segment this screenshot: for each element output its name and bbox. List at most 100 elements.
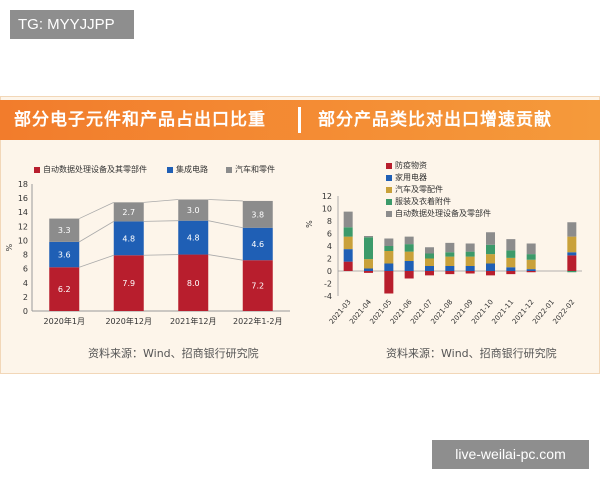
right-chart-title: 部分产品类比对出口增速贡献 xyxy=(318,110,552,130)
right-bar-segment xyxy=(526,254,536,260)
right-bar-segment xyxy=(567,255,577,271)
left-y-tick-label: 2 xyxy=(23,293,28,302)
left-chart: 0 2 4 6 8 10 12 14 16 18% 6.2 3.6 3.3 2020年1月 7.9 4.8 2.… xyxy=(5,180,290,326)
right-bar-segment xyxy=(567,252,577,256)
left-bar-segment xyxy=(242,260,273,311)
right-bar-segment xyxy=(343,236,353,250)
right-bar-segment xyxy=(384,246,394,251)
right-bar-segment xyxy=(384,271,394,294)
right-bar-segment xyxy=(404,261,414,271)
left-y-tick-label: 14 xyxy=(18,208,28,217)
right-y-tick-label: 12 xyxy=(322,192,332,201)
right-y-tick-label: 0 xyxy=(327,267,332,276)
right-bar-segment xyxy=(343,227,353,237)
right-bar-segment xyxy=(526,269,536,271)
left-chart-title: 部分电子元件和产品占出口比重 xyxy=(14,110,266,130)
left-bar-value-label: 3.6 xyxy=(58,251,71,260)
right-bar-segment xyxy=(465,271,475,274)
left-connector-line xyxy=(79,221,114,243)
right-bar-segment xyxy=(486,254,495,264)
right-bar-segment xyxy=(465,243,475,252)
left-bar-value-label: 2.7 xyxy=(122,208,135,217)
right-bar-segment xyxy=(506,250,516,258)
right-bar-segment xyxy=(425,247,434,254)
right-y-axis-label: % xyxy=(305,220,314,228)
left-connector-line xyxy=(143,254,179,256)
right-bar-segment xyxy=(425,266,434,271)
left-y-tick-label: 4 xyxy=(23,279,28,288)
left-y-tick-label: 0 xyxy=(23,307,28,316)
right-bar-segment xyxy=(526,243,536,255)
right-legend-item-3: 服装及衣着附件 xyxy=(386,196,451,207)
left-connector-line xyxy=(79,201,114,219)
right-source-note: 资料来源：Wind、招商银行研究院 xyxy=(386,347,557,360)
right-bar-segment xyxy=(486,263,495,271)
right-y-tick-label: 8 xyxy=(327,217,332,226)
left-bar-segment xyxy=(113,221,144,256)
left-bar-segment xyxy=(242,227,273,261)
right-bar-segment xyxy=(364,237,373,260)
right-bar-segment xyxy=(404,251,414,261)
right-bar-segment xyxy=(343,249,353,262)
legend-swatch-icon xyxy=(386,210,392,217)
right-chart: -4-2024681012%2021-032021-042021-052021-… xyxy=(305,192,582,326)
right-bar-segment xyxy=(567,222,577,237)
right-y-tick-label: -2 xyxy=(324,280,332,289)
left-bar-value-label: 7.2 xyxy=(251,282,264,291)
left-bar-segment xyxy=(178,254,209,311)
right-bar-segment xyxy=(465,266,475,271)
right-bar-segment xyxy=(425,253,434,259)
right-bar-segment xyxy=(506,239,516,251)
right-bar-segment xyxy=(567,236,577,253)
left-bar-segment xyxy=(178,199,209,221)
left-bar-segment xyxy=(178,220,209,255)
right-bar-segment xyxy=(384,238,394,246)
banner-separator xyxy=(298,107,301,133)
left-bar-segment xyxy=(49,241,80,268)
left-bar-value-label: 7.9 xyxy=(122,279,135,288)
left-x-tick-label: 2022年1-2月 xyxy=(233,316,282,326)
legend-swatch-icon xyxy=(386,186,392,193)
right-bar-segment xyxy=(364,271,373,273)
right-bar-segment xyxy=(384,263,394,271)
left-y-axis-label: % xyxy=(5,243,14,251)
right-bar-segment xyxy=(425,271,434,276)
left-x-tick-label: 2020年1月 xyxy=(44,316,85,326)
left-connector-line xyxy=(208,254,243,261)
right-bar-segment xyxy=(445,256,455,266)
right-bar-segment xyxy=(445,252,455,257)
right-bar-segment xyxy=(445,266,455,271)
right-bar-segment xyxy=(465,256,475,266)
right-bar-segment xyxy=(465,251,475,257)
right-bar-segment xyxy=(364,236,373,238)
right-bar-segment xyxy=(404,236,414,245)
left-bar-value-label: 3.8 xyxy=(251,210,264,219)
left-source-note: 资料来源：Wind、招商银行研究院 xyxy=(88,347,259,360)
right-y-tick-label: 2 xyxy=(327,255,332,264)
left-bar-value-label: 8.0 xyxy=(187,279,200,288)
left-connector-line xyxy=(208,199,243,202)
left-y-tick-label: 8 xyxy=(23,251,28,260)
left-bar-segment xyxy=(49,218,80,242)
left-y-tick-label: 18 xyxy=(18,180,28,189)
right-bar-segment xyxy=(364,259,373,269)
right-y-tick-label: -4 xyxy=(324,292,332,301)
left-bar-value-label: 4.8 xyxy=(122,234,135,243)
left-bar-segment xyxy=(113,202,144,222)
right-bar-segment xyxy=(506,267,516,271)
right-legend-item-1: 家用电器 xyxy=(386,172,427,183)
right-bar-segment xyxy=(445,242,455,253)
left-connector-line xyxy=(143,220,179,222)
chart-card xyxy=(0,96,600,374)
right-bar-segment xyxy=(567,271,577,273)
left-bar-segment xyxy=(113,255,144,311)
left-bar-value-label: 3.3 xyxy=(58,226,71,235)
right-legend-item-0: 防疫物资 xyxy=(386,160,427,171)
right-bar-segment xyxy=(526,259,536,270)
right-bar-segment xyxy=(506,271,516,275)
left-x-tick-label: 2021年12月 xyxy=(170,316,217,326)
right-legend-item-4: 自动数据处理设备及零部件 xyxy=(386,208,491,219)
right-bar-segment xyxy=(404,271,414,279)
right-y-tick-label: 6 xyxy=(327,230,332,239)
left-connector-line xyxy=(143,199,179,203)
